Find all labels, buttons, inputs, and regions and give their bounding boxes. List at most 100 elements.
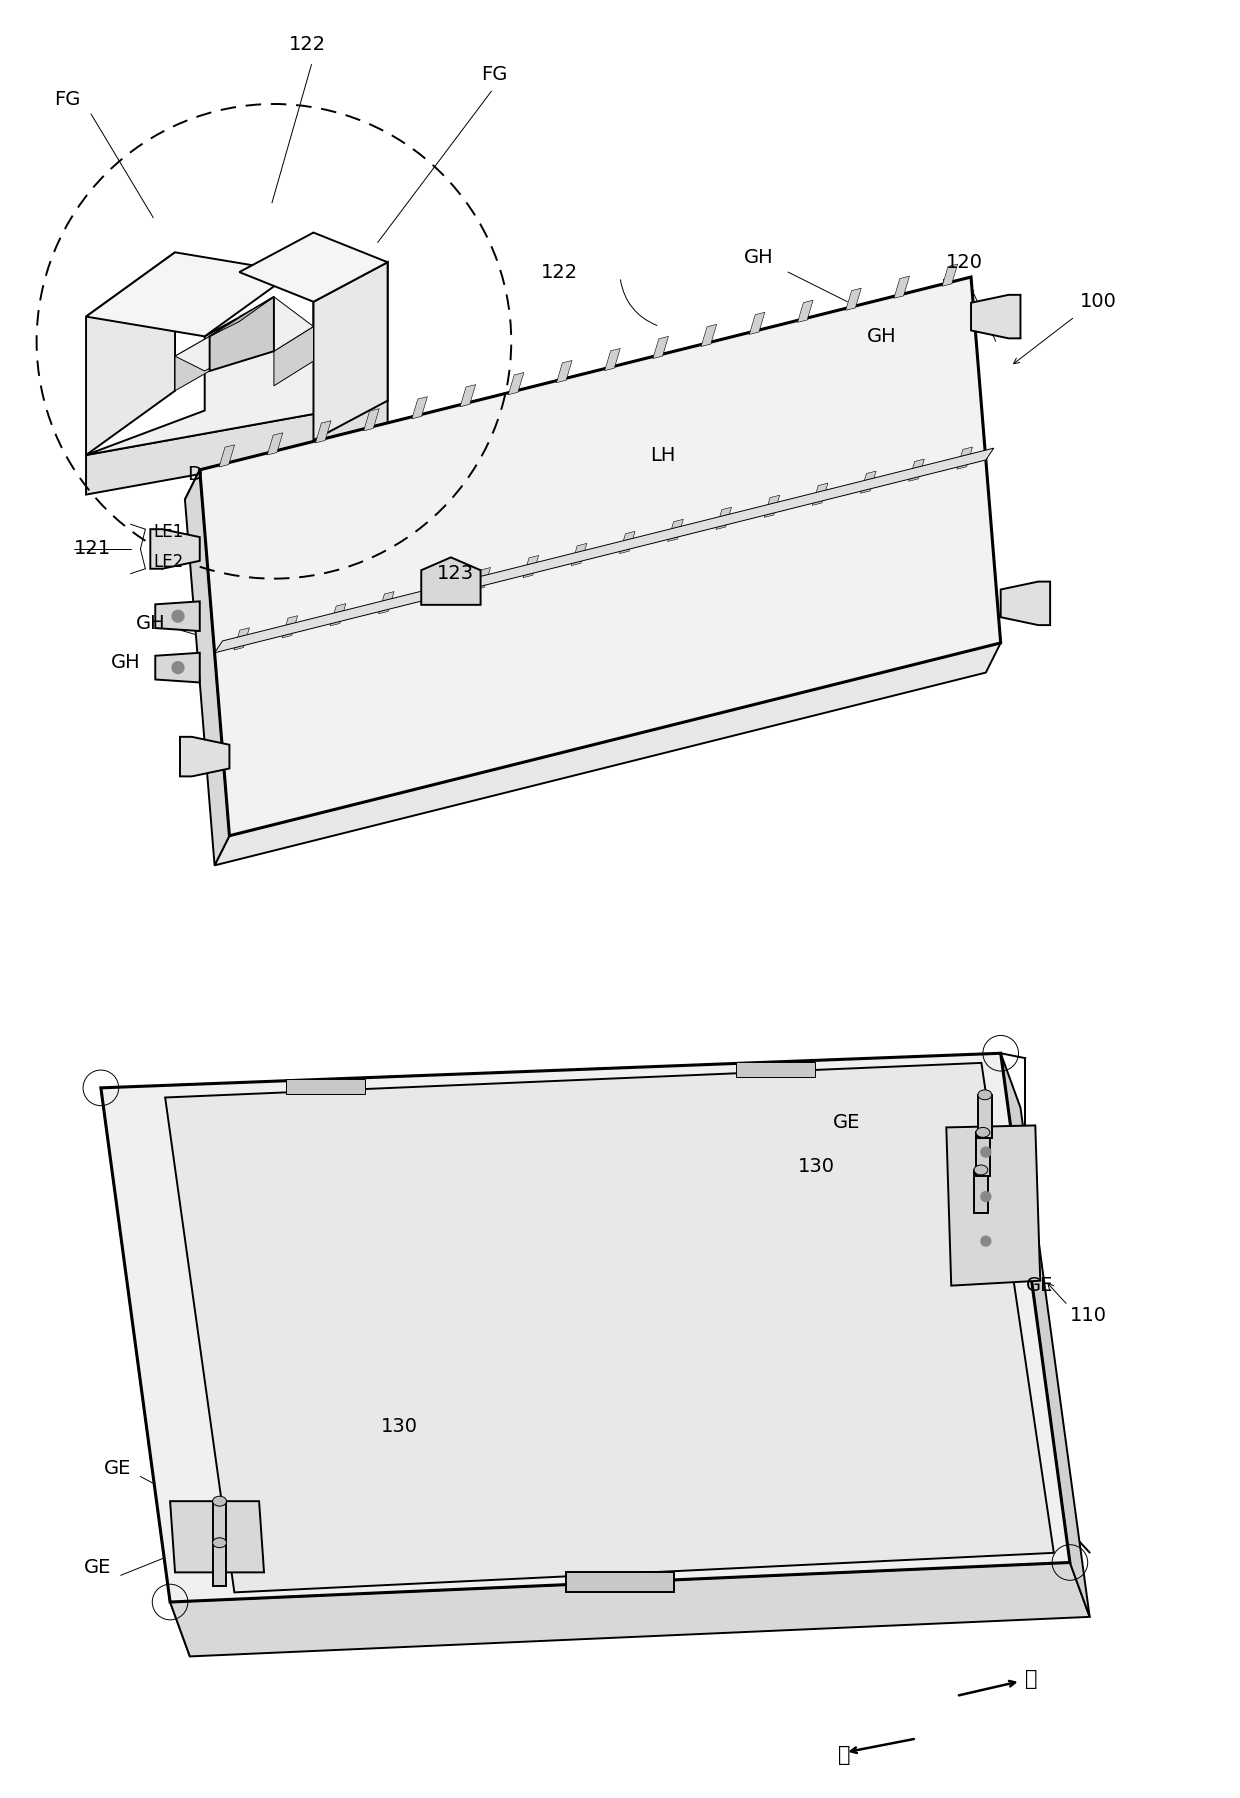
Polygon shape: [946, 1126, 1040, 1286]
Polygon shape: [363, 408, 379, 432]
Polygon shape: [215, 448, 993, 653]
Polygon shape: [378, 592, 394, 613]
Polygon shape: [976, 1133, 990, 1176]
Text: 122: 122: [289, 36, 326, 54]
Polygon shape: [508, 372, 523, 396]
Polygon shape: [1001, 581, 1050, 626]
Polygon shape: [234, 628, 249, 649]
Polygon shape: [170, 1562, 1090, 1656]
Polygon shape: [523, 556, 538, 577]
Polygon shape: [314, 263, 388, 441]
Polygon shape: [715, 507, 732, 529]
Text: 123: 123: [436, 565, 474, 583]
Text: LH: LH: [650, 446, 675, 464]
Ellipse shape: [976, 1127, 990, 1138]
Polygon shape: [268, 433, 283, 455]
Text: GE: GE: [84, 1557, 112, 1577]
Polygon shape: [86, 401, 388, 494]
Text: LE2: LE2: [154, 552, 184, 570]
Polygon shape: [219, 444, 234, 467]
Polygon shape: [286, 1079, 366, 1093]
Text: GH: GH: [744, 248, 774, 266]
Ellipse shape: [212, 1496, 227, 1507]
Circle shape: [172, 662, 184, 674]
Polygon shape: [86, 263, 388, 455]
Text: D: D: [187, 466, 202, 484]
Polygon shape: [165, 1063, 1054, 1593]
Polygon shape: [412, 397, 428, 419]
Text: 121: 121: [74, 539, 112, 559]
Text: GE: GE: [1025, 1277, 1053, 1295]
Polygon shape: [180, 737, 229, 777]
Circle shape: [981, 1237, 991, 1246]
Polygon shape: [460, 385, 476, 406]
Polygon shape: [737, 1063, 815, 1077]
Polygon shape: [150, 529, 200, 568]
Polygon shape: [185, 469, 229, 865]
Polygon shape: [971, 295, 1021, 338]
Polygon shape: [170, 1501, 264, 1573]
Text: 130: 130: [381, 1417, 418, 1435]
Polygon shape: [155, 653, 200, 683]
Text: GE: GE: [832, 1113, 861, 1133]
Polygon shape: [422, 557, 481, 604]
Polygon shape: [557, 360, 572, 383]
Polygon shape: [210, 297, 274, 336]
Polygon shape: [175, 336, 239, 370]
Polygon shape: [605, 349, 620, 370]
Ellipse shape: [973, 1165, 988, 1174]
Polygon shape: [281, 615, 298, 638]
Polygon shape: [764, 494, 780, 518]
Polygon shape: [212, 1501, 227, 1544]
Polygon shape: [155, 601, 200, 631]
Polygon shape: [861, 471, 877, 493]
Polygon shape: [1001, 1054, 1090, 1616]
Polygon shape: [812, 484, 828, 505]
Polygon shape: [667, 520, 683, 541]
Polygon shape: [86, 252, 294, 336]
Polygon shape: [978, 1095, 992, 1138]
Text: 前: 前: [1025, 1669, 1038, 1688]
Polygon shape: [100, 1088, 190, 1656]
Polygon shape: [620, 532, 635, 554]
Polygon shape: [185, 277, 971, 500]
Text: GH: GH: [135, 613, 165, 633]
Text: 后: 后: [837, 1746, 851, 1766]
Text: FG: FG: [55, 90, 81, 108]
Polygon shape: [274, 327, 314, 387]
Polygon shape: [315, 421, 331, 442]
Polygon shape: [957, 448, 972, 469]
Polygon shape: [973, 1170, 988, 1214]
Text: GE: GE: [104, 1458, 131, 1478]
Polygon shape: [475, 568, 491, 590]
Polygon shape: [175, 336, 210, 390]
Text: 110: 110: [1070, 1305, 1107, 1325]
Polygon shape: [749, 313, 765, 334]
Polygon shape: [565, 1573, 675, 1593]
Polygon shape: [427, 579, 443, 602]
Polygon shape: [86, 252, 175, 455]
Polygon shape: [942, 264, 957, 286]
Circle shape: [172, 610, 184, 622]
Polygon shape: [215, 644, 1001, 865]
Text: 122: 122: [541, 263, 578, 282]
Text: GH: GH: [867, 327, 897, 345]
Polygon shape: [653, 336, 668, 358]
Polygon shape: [212, 1543, 227, 1586]
Text: FG: FG: [481, 65, 508, 85]
Circle shape: [981, 1192, 991, 1201]
Polygon shape: [200, 277, 1001, 836]
Ellipse shape: [978, 1090, 992, 1100]
Ellipse shape: [212, 1537, 227, 1548]
Polygon shape: [239, 297, 314, 351]
Polygon shape: [572, 543, 587, 566]
Text: 120: 120: [946, 254, 983, 271]
Polygon shape: [239, 232, 388, 302]
Polygon shape: [797, 300, 813, 322]
Circle shape: [981, 1147, 991, 1158]
Text: GH: GH: [110, 653, 140, 672]
Polygon shape: [909, 458, 924, 482]
Text: 130: 130: [799, 1158, 835, 1176]
Text: LE1: LE1: [154, 523, 184, 541]
Polygon shape: [846, 288, 862, 311]
